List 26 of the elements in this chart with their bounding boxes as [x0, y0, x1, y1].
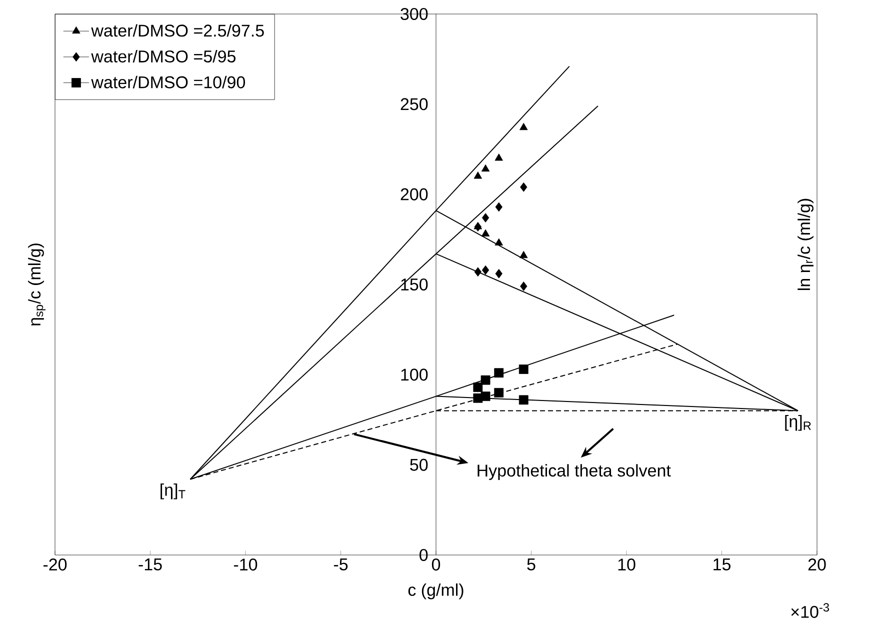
y-tick-label: 100 [401, 368, 428, 381]
x-tick-label: 20 [808, 558, 826, 571]
legend-label: water/DMSO =5/95 [91, 50, 236, 63]
y-axis-title: η$_{sp}$/c (ml/g) [28, 244, 46, 326]
x-tick-label: 15 [714, 558, 730, 570]
annotation: [η]$_{R}$ [785, 414, 811, 431]
x-tick-label: -15 [138, 558, 162, 570]
y-tick-label: 250 [400, 98, 428, 110]
y2-axis-title: ln η$_{r}$/c (ml/g) [798, 198, 814, 290]
x-tick-label: 0 [432, 558, 440, 571]
y-tick-label: 150 [401, 278, 428, 291]
legend-label: water/DMSO =2.5/97.5 [91, 24, 264, 37]
x-tick-label: 10 [618, 558, 636, 571]
text: ×10$^{-3}$ [791, 603, 830, 618]
x-tick-label: 5 [527, 558, 536, 570]
y-tick-label: 0 [420, 548, 428, 562]
y-tick-label: 300 [400, 8, 428, 20]
y-tick-label: 200 [400, 188, 428, 200]
annotation: [η]$_{T}$ [160, 483, 186, 500]
annotation: Hypothetical theta solvent [478, 464, 671, 480]
legend-label: water/DMSO =10/90 [91, 76, 246, 88]
x-axis-title: c (g/ml) [408, 583, 464, 600]
x-tick-label: -5 [334, 558, 348, 570]
x-tick-label: -10 [234, 558, 258, 571]
x-tick-label: -20 [43, 558, 67, 571]
y-tick-label: 50 [410, 458, 428, 471]
